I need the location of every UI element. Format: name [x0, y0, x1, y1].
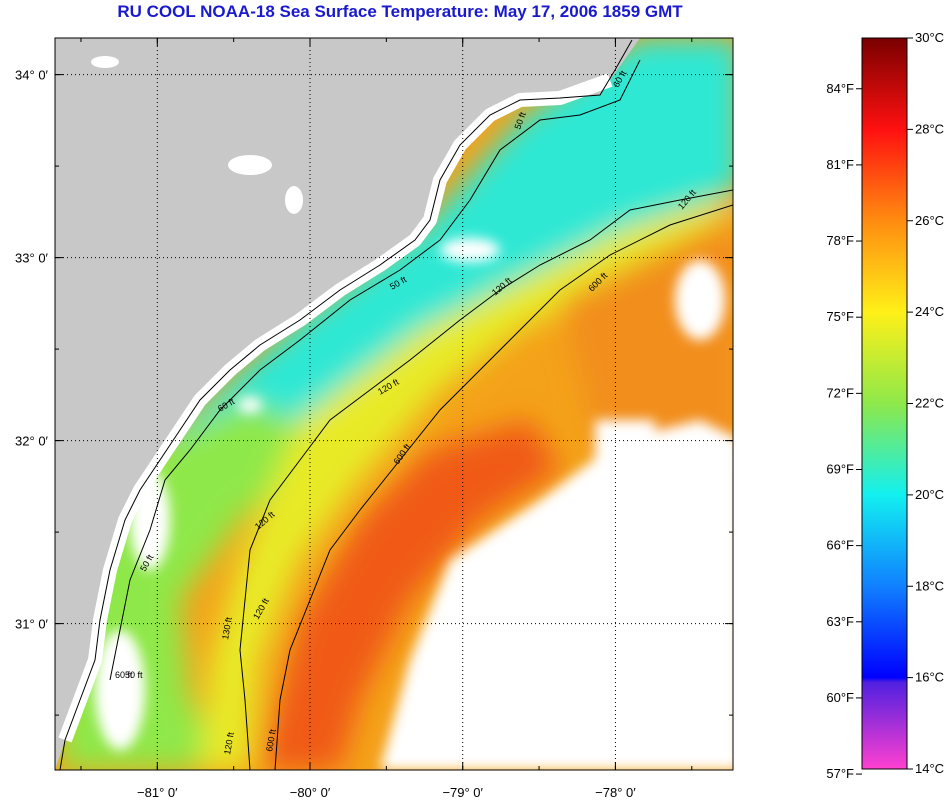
contour-label: 130 ft — [220, 616, 234, 640]
contour-120ft — [239, 189, 733, 770]
depth-contours — [109, 59, 733, 770]
contour-label: 50 ft — [125, 670, 143, 680]
contour-label: 120 ft — [222, 731, 236, 755]
contour-label: 60 ft — [115, 670, 133, 680]
coastline — [59, 39, 633, 770]
gulf-stream-core — [260, 420, 560, 770]
graticule — [55, 38, 733, 770]
map-title: RU COOL NOAA-18 Sea Surface Temperature:… — [117, 2, 683, 21]
map-plot-area — [55, 38, 733, 770]
land-mass — [55, 38, 640, 770]
contour-label: 600 ft — [264, 728, 278, 752]
axis-ticks: −81° 0′ −80° 0′ −79° 0′ −78° 0′ 34° 0′ 33° 0′… — [15, 38, 733, 800]
lon-tick-label: −79° 0′ — [442, 785, 483, 800]
lon-tick-label: −80° 0′ — [290, 785, 331, 800]
lat-tick-label: 32° 0′ — [15, 434, 49, 449]
lon-tick-label: −78° 0′ — [595, 785, 636, 800]
map-frame — [54, 37, 734, 771]
lon-tick-label: −81° 0′ — [137, 785, 178, 800]
contour-50ft — [109, 59, 641, 681]
contour-600ft — [274, 204, 733, 770]
yellow-water-band — [200, 200, 733, 770]
lat-tick-label: 33° 0′ — [15, 251, 49, 266]
lat-tick-label: 34° 0′ — [15, 68, 49, 83]
lat-tick-label: 31° 0′ — [15, 617, 49, 632]
inland-cloud-patches — [91, 56, 303, 214]
